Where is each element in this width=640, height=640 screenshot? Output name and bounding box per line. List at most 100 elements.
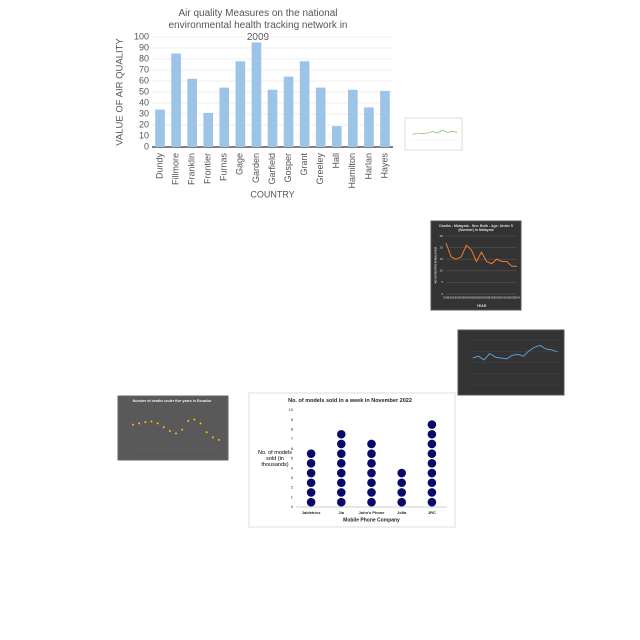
- dot: [337, 459, 346, 468]
- x-tick-label: 1991: [448, 296, 454, 300]
- dot: [397, 478, 407, 488]
- dot: [337, 488, 346, 497]
- x-tick-label: Dundy: [154, 153, 164, 180]
- dot: [397, 488, 407, 497]
- x-tick-label: 1998: [484, 296, 490, 300]
- point: [199, 422, 202, 425]
- point: [205, 431, 208, 434]
- y-tick-label: 80: [139, 53, 149, 63]
- dot: [337, 439, 346, 449]
- x-tick-label: 2002: [504, 296, 510, 300]
- y-tick-label: 0: [144, 141, 149, 151]
- point: [138, 422, 141, 425]
- y-tick-label: 8: [291, 426, 294, 431]
- x-axis-label: Mobile Phone Company: [343, 517, 400, 523]
- x-tick-label: 1997: [479, 296, 485, 300]
- x-tick-label: 1992: [453, 296, 459, 300]
- x-tick-label: 1990: [443, 296, 449, 300]
- bar: [187, 78, 197, 147]
- dot: [367, 468, 376, 478]
- y-tick-label: 0: [441, 292, 443, 296]
- x-tick-label: Hall: [331, 153, 341, 169]
- x-tick-label: Grant: [299, 153, 309, 176]
- x-tick-label: Frontier: [203, 153, 213, 184]
- x-tick-label: JRC: [428, 510, 436, 515]
- y-tick-label: 9: [291, 417, 294, 422]
- bar: [155, 109, 165, 147]
- x-tick-label: 2004: [514, 296, 520, 300]
- dot: [367, 459, 376, 468]
- bar: [235, 61, 246, 148]
- x-axis-label: YEAR: [477, 304, 487, 308]
- y-tick-label: 20: [139, 119, 149, 129]
- chart-title: Number of deaths under five years in Ecu…: [133, 399, 212, 403]
- y-tick-label: 100: [134, 31, 149, 41]
- dot: [427, 420, 437, 429]
- x-tick-label: Gosper: [283, 153, 293, 183]
- dot: [337, 478, 346, 488]
- chart-background: [248, 392, 456, 528]
- line: [412, 129, 458, 135]
- y-axis-label: NO OF DEATHS IN MALAYSIA: [434, 247, 438, 284]
- dot: [306, 497, 316, 507]
- x-tick-label: 1995: [468, 296, 474, 300]
- point: [211, 436, 214, 439]
- bar: [171, 53, 181, 147]
- dot: [337, 449, 346, 458]
- bar: [364, 107, 374, 147]
- point: [168, 430, 171, 432]
- point: [217, 438, 220, 441]
- x-tick-label: 1999: [489, 296, 495, 300]
- bar: [315, 87, 326, 147]
- y-tick-label: 10: [289, 407, 294, 412]
- y-tick-label: 10: [139, 130, 149, 140]
- x-tick-label: Greeley: [315, 153, 325, 185]
- dot: [306, 488, 316, 497]
- dot: [306, 449, 316, 458]
- y-tick-label: 20: [440, 245, 444, 249]
- bar: [267, 89, 278, 147]
- dot: [367, 478, 376, 488]
- x-tick-label: Garden: [251, 153, 261, 183]
- x-tick-label: John's Phone: [358, 510, 385, 515]
- y-tick-label: 25: [440, 234, 444, 238]
- point: [181, 428, 184, 431]
- x-tick-label: Hayes: [379, 153, 389, 179]
- y-tick-label: 3: [291, 475, 294, 480]
- point: [162, 426, 165, 429]
- y-axis-label: No. of models sold (in thousands): [258, 450, 292, 468]
- dot: [397, 468, 407, 478]
- point: [150, 420, 153, 423]
- dot: [337, 429, 346, 439]
- dot: [427, 439, 437, 449]
- dot: [427, 449, 437, 458]
- point: [193, 418, 196, 421]
- y-tick-label: 50: [139, 86, 149, 96]
- bar: [203, 112, 214, 147]
- x-tick-label: Hamilton: [347, 153, 357, 189]
- dot: [306, 478, 316, 488]
- y-tick-label: 30: [139, 108, 149, 118]
- bar: [348, 89, 358, 147]
- point: [187, 419, 190, 422]
- chart-background: [117, 395, 229, 461]
- x-tick-label: Franklin: [187, 153, 197, 185]
- chart-title: Air quality Measures on the national envi…: [169, 8, 348, 43]
- x-tick-label: 1993: [458, 296, 464, 300]
- dot: [367, 488, 376, 497]
- point: [175, 432, 177, 435]
- x-tick-label: 2001: [499, 296, 505, 300]
- bar: [219, 87, 230, 147]
- x-tick-label: Garfield: [267, 153, 277, 185]
- dot: [367, 439, 376, 449]
- y-tick-label: 90: [139, 42, 149, 52]
- y-tick-label: 5: [291, 456, 294, 461]
- dot: [427, 478, 437, 488]
- dot: [367, 449, 376, 458]
- bar: [331, 126, 342, 147]
- bar: [299, 61, 310, 148]
- point: [132, 423, 135, 426]
- dot: [427, 468, 437, 478]
